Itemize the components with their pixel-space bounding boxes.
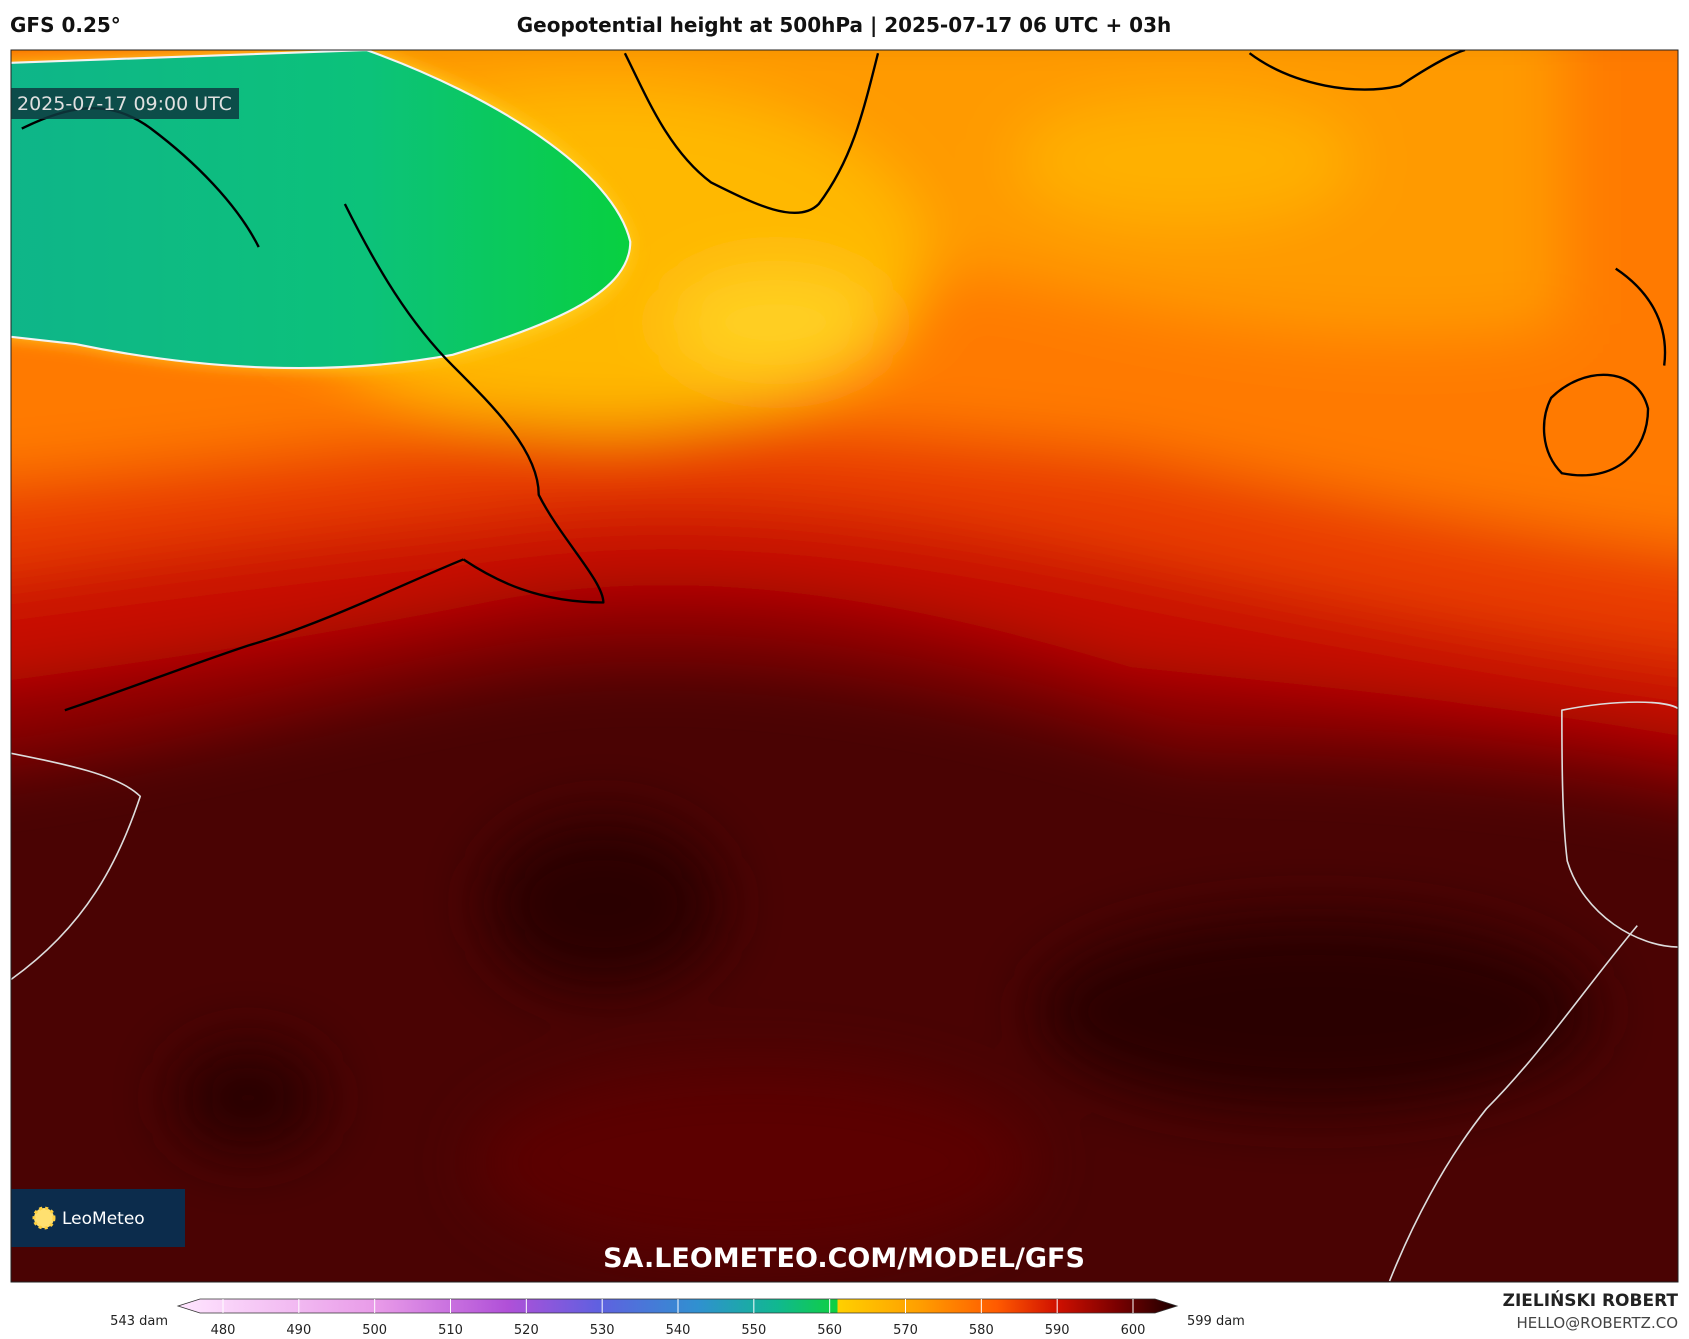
map: 2025-07-17 09:00 UTC LeoMeteo SA.LEOMETE…: [11, 50, 1678, 1282]
colorbar-tick-label: 590: [1045, 1323, 1070, 1338]
colorbar-tick-label: 490: [286, 1323, 311, 1338]
timestamp: 2025-07-17 09:00 UTC: [17, 93, 232, 115]
colorbar-tick-label: 600: [1121, 1323, 1146, 1338]
colorbar-min: 543 dam: [110, 1314, 168, 1329]
colorbar-tick-label: 510: [438, 1323, 463, 1338]
colorbar-tick-label: 580: [969, 1323, 994, 1338]
map-frame: [10, 49, 1679, 1283]
colorbar-max: 599 dam: [1187, 1314, 1245, 1329]
colorbar-tick-label: 500: [362, 1323, 387, 1338]
watermark: SA.LEOMETEO.COM/MODEL/GFS: [603, 1243, 1085, 1274]
colorbar-tick-label: 560: [817, 1323, 842, 1338]
colorbar-tick-label: 530: [590, 1323, 615, 1338]
colorbar-tick-label: 570: [893, 1323, 918, 1338]
colorbar-tick-label: 480: [211, 1323, 236, 1338]
credit-name: ZIELIŃSKI ROBERT: [1503, 1289, 1679, 1311]
credit-email: HELLO@ROBERTZ.CO: [1516, 1314, 1678, 1332]
model-label: GFS 0.25°: [10, 13, 121, 37]
colorbar-tick-label: 540: [666, 1323, 691, 1338]
logo-text: LeoMeteo: [62, 1209, 145, 1229]
colorbar-tick-label: 520: [514, 1323, 539, 1338]
height-field: [11, 50, 1678, 1282]
map-title: Geopotential height at 500hPa | 2025-07-…: [517, 13, 1171, 37]
logo-icon: [32, 1206, 56, 1230]
colorbar-tick-label: 550: [741, 1323, 766, 1338]
